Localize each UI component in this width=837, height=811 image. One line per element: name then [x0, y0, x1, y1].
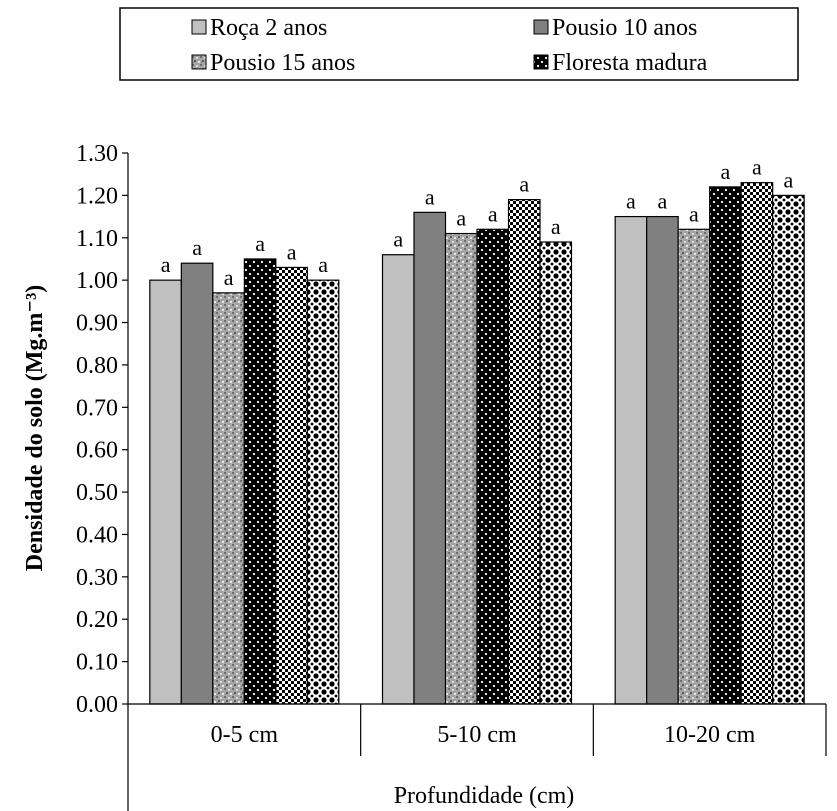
y-tick-label: 1.00 — [76, 268, 118, 294]
bar-significance-label: a — [318, 252, 328, 277]
bar-significance-label: a — [721, 159, 731, 184]
bar-series-6 — [773, 195, 805, 704]
bar-series-4 — [244, 259, 275, 704]
bar-significance-label: a — [519, 172, 529, 197]
bars — [150, 183, 804, 704]
bar-series-1 — [150, 280, 182, 704]
legend-label-2: Pousio 10 anos — [552, 15, 697, 41]
y-tick-label: 0.10 — [76, 650, 118, 676]
x-axis: 0-5 cm 5-10 cm 10-20 cm — [128, 704, 826, 756]
bar-significance-label: a — [425, 184, 435, 209]
bar-series-6 — [540, 242, 572, 704]
y-tick-label: 0.70 — [76, 395, 118, 421]
bar-series-1 — [383, 255, 415, 704]
bar-significance-label: a — [161, 252, 171, 277]
bar-series-1 — [615, 217, 647, 704]
legend-swatch-2 — [534, 20, 548, 34]
legend-swatch-3 — [192, 55, 206, 69]
bar-series-5 — [509, 200, 541, 704]
y-axis-title: Densidade do solo (Mg.m⁻³) — [22, 285, 48, 572]
bar-significance-label: a — [551, 214, 561, 239]
bar-series-6 — [307, 280, 339, 704]
legend-item-4: Floresta madura — [534, 50, 708, 76]
bar-significance-label: a — [287, 239, 297, 264]
bar-series-5 — [276, 267, 308, 704]
bar-significance-label: a — [626, 189, 636, 214]
y-tick-label: 0.90 — [76, 311, 118, 337]
bar-series-3 — [678, 229, 710, 704]
y-axis: 0.00 0.10 0.20 0.30 0.40 0.50 0.60 0.70 0.80 0.90… — [76, 141, 128, 811]
legend-item-2: Pousio 10 anos — [534, 15, 697, 41]
bar-series-2 — [181, 263, 213, 704]
bar-significance-label: a — [689, 201, 699, 226]
y-tick-label: 1.30 — [76, 141, 118, 167]
y-tick-label: 0.60 — [76, 438, 118, 464]
bar-significance-label: a — [658, 189, 668, 214]
bar-significance-label: a — [488, 201, 498, 226]
bar-series-3 — [213, 293, 245, 704]
legend-swatch-4 — [534, 55, 548, 69]
y-tick-label: 1.20 — [76, 183, 118, 209]
bar-series-2 — [414, 212, 446, 704]
y-tick-label: 0.80 — [76, 353, 118, 379]
y-tick-label: 0.30 — [76, 565, 118, 591]
bar-significance-label: a — [255, 231, 265, 256]
bar-significance-label: a — [752, 155, 762, 180]
legend-item-3: Pousio 15 anos — [192, 50, 355, 76]
y-tick-label: 1.10 — [76, 226, 118, 252]
bar-series-5 — [741, 183, 773, 704]
bar-significance-label: a — [456, 206, 466, 231]
x-category-label: 10-20 cm — [664, 722, 756, 748]
x-axis-title: Profundidade (cm) — [394, 783, 575, 809]
legend-swatch-1 — [192, 20, 206, 34]
x-category-label: 5-10 cm — [437, 722, 517, 748]
bar-significance-label: a — [393, 227, 403, 252]
y-tick-label: 0.40 — [76, 522, 118, 548]
legend-item-1: Roça 2 anos — [192, 15, 327, 41]
y-tick-label: 0.20 — [76, 607, 118, 633]
bar-significance-label: a — [224, 265, 234, 290]
bar-series-4 — [710, 187, 742, 704]
x-category-label: 0-5 cm — [211, 722, 279, 748]
y-tick-label: 0.00 — [76, 692, 118, 718]
y-tick-label: 0.50 — [76, 480, 118, 506]
bar-series-2 — [647, 217, 679, 704]
bar-series-3 — [446, 234, 478, 704]
bar-significance-label: a — [192, 235, 202, 260]
legend-label-3: Pousio 15 anos — [210, 50, 355, 76]
legend: Roça 2 anos Pousio 10 anos Pousio 15 ano… — [120, 8, 798, 80]
bar-significance-label: a — [784, 167, 794, 192]
legend-label-4: Floresta madura — [552, 50, 708, 76]
bar-series-4 — [477, 229, 509, 704]
legend-label-1: Roça 2 anos — [210, 15, 327, 41]
